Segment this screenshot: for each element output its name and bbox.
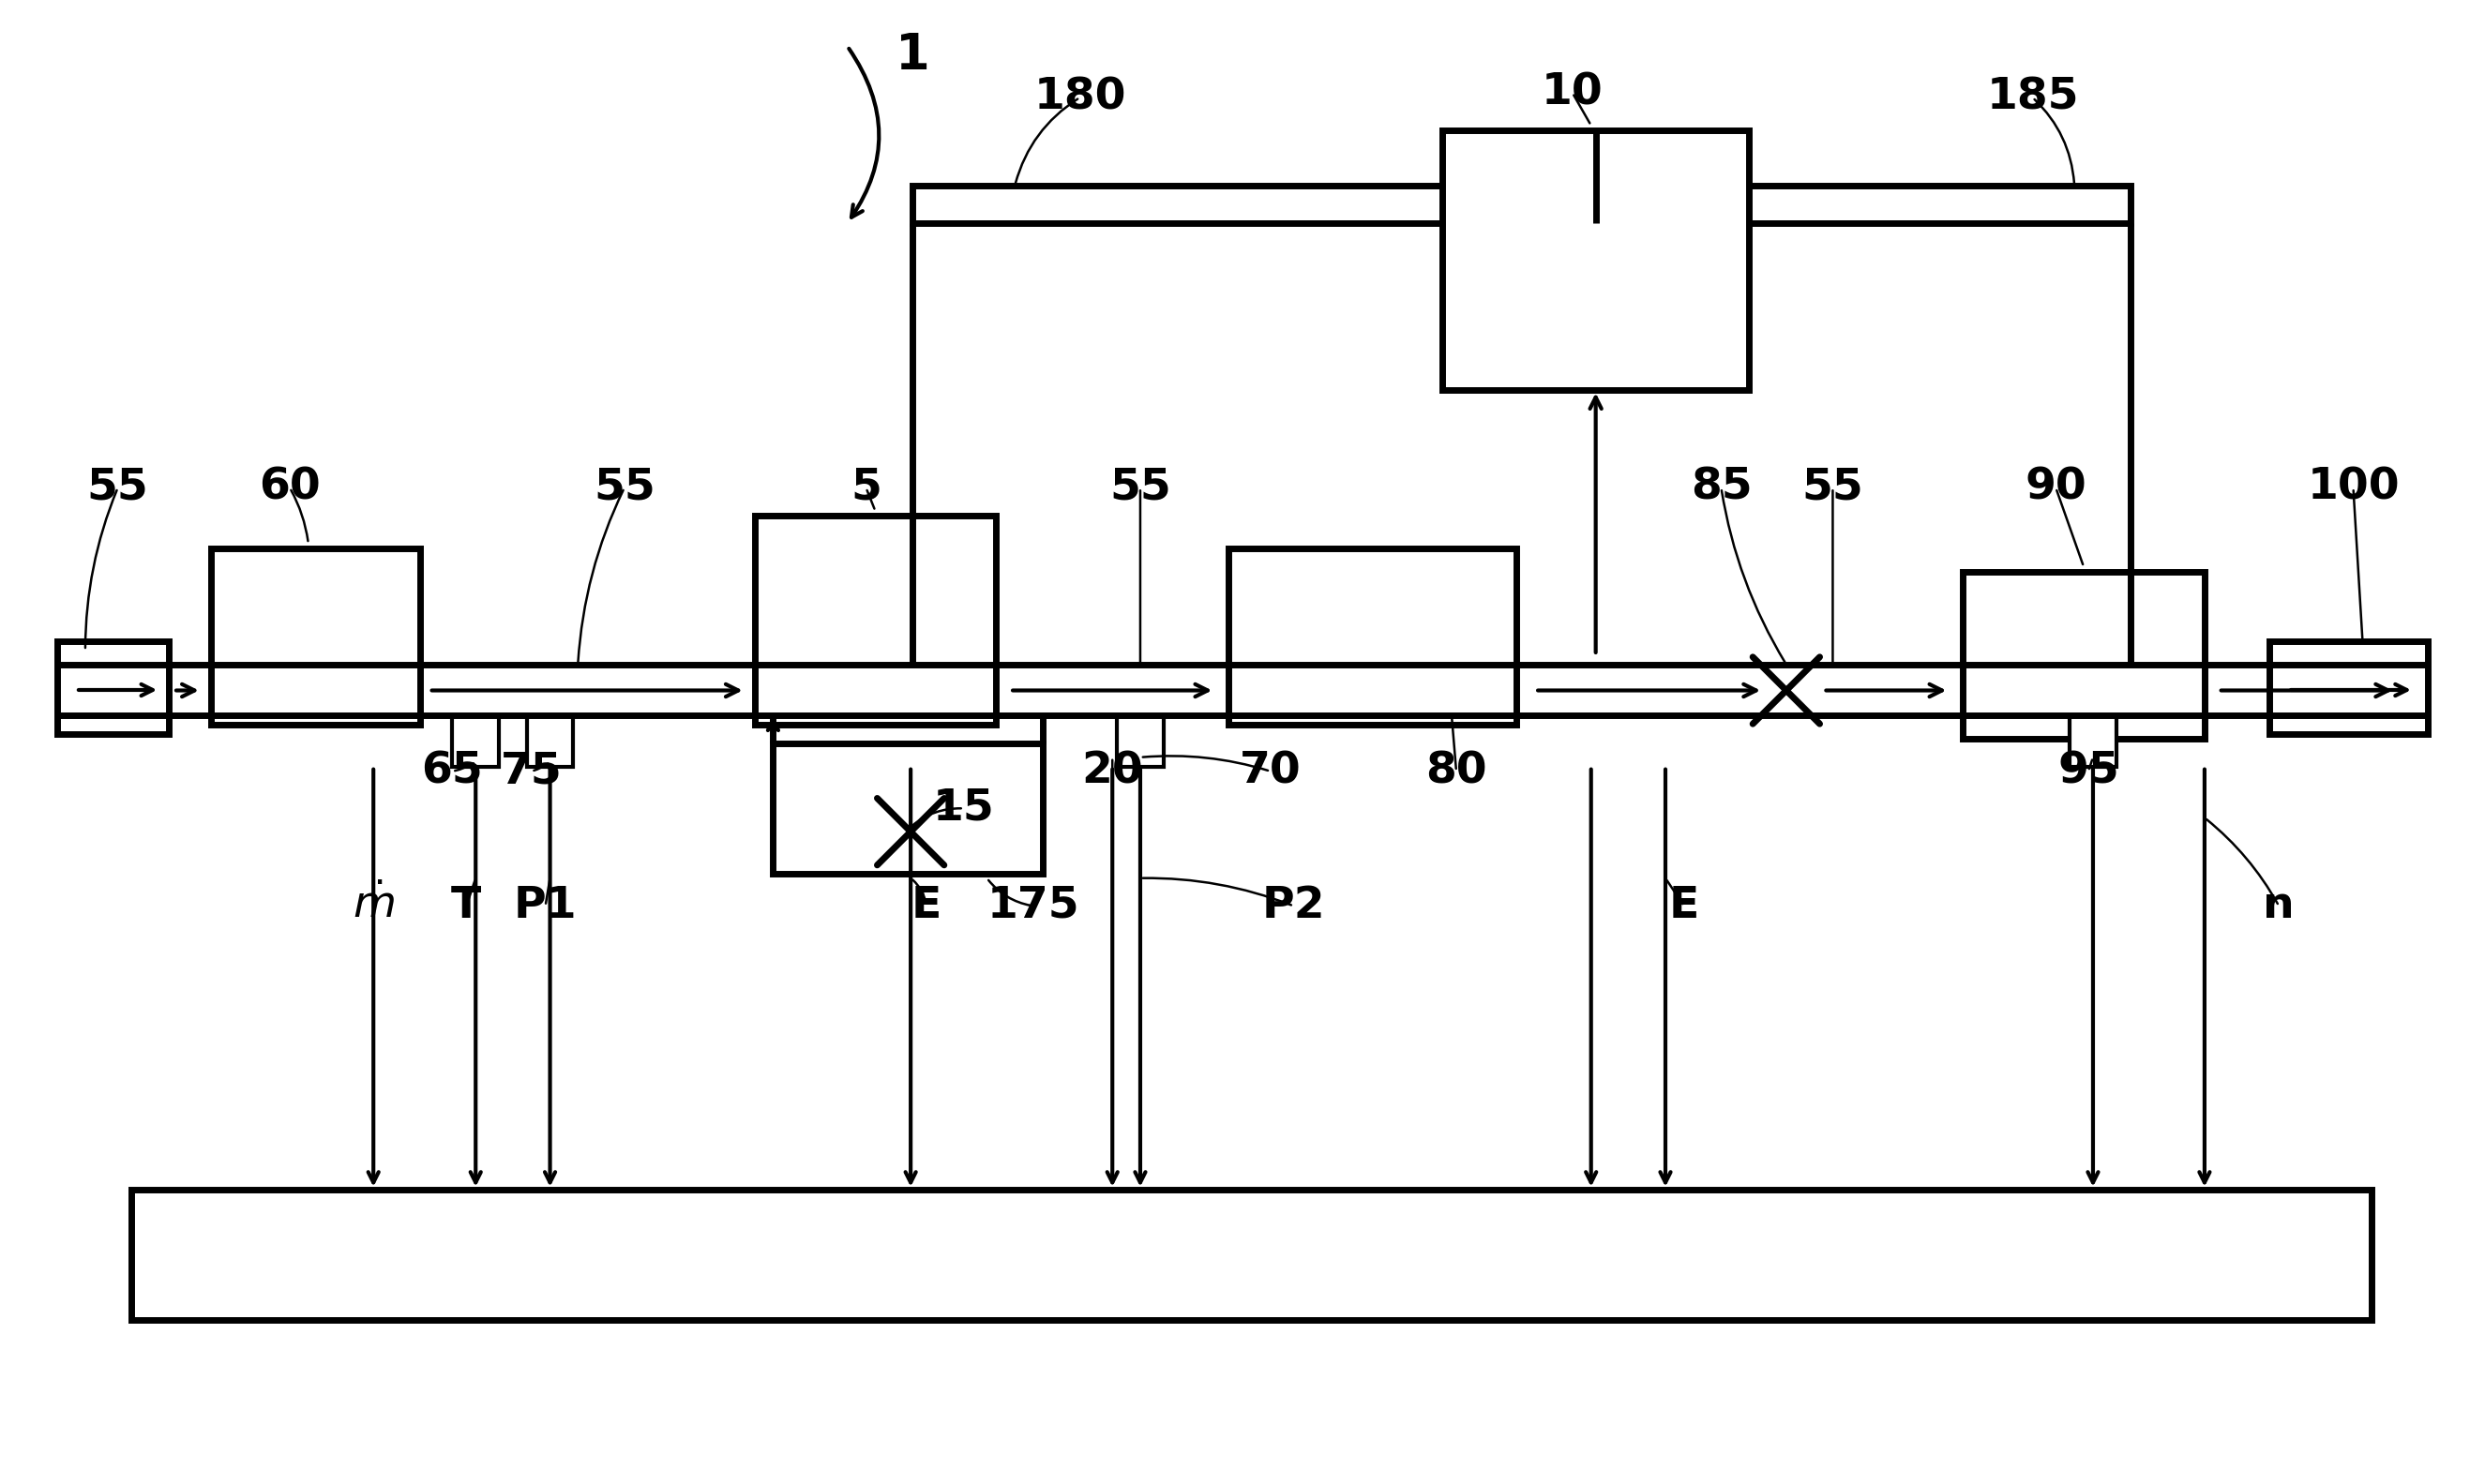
Text: 55: 55 xyxy=(1802,467,1864,509)
Text: 5: 5 xyxy=(850,467,882,509)
Text: $\dot{m}$: $\dot{m}$ xyxy=(353,884,395,928)
Text: 70: 70 xyxy=(1240,751,1302,792)
Bar xyxy=(211,548,420,724)
Bar xyxy=(1963,571,2204,739)
Text: 55: 55 xyxy=(1108,467,1170,509)
Bar xyxy=(1441,131,1749,390)
Bar xyxy=(132,1190,2371,1319)
Text: 90: 90 xyxy=(2025,467,2087,509)
Text: P2: P2 xyxy=(1262,884,1325,928)
Bar xyxy=(912,186,2130,223)
Bar xyxy=(1228,548,1516,724)
Text: 185: 185 xyxy=(1986,77,2080,119)
Text: 1: 1 xyxy=(895,31,929,80)
Text: 180: 180 xyxy=(1034,77,1126,119)
Text: n: n xyxy=(2264,884,2294,928)
Text: 10: 10 xyxy=(1541,71,1603,114)
Text: E: E xyxy=(912,884,942,928)
Text: 175: 175 xyxy=(987,884,1078,928)
Text: E: E xyxy=(1670,884,1700,928)
Bar xyxy=(2070,715,2117,767)
Bar xyxy=(755,516,996,724)
Text: 75: 75 xyxy=(499,751,562,792)
Text: 85: 85 xyxy=(1690,467,1752,509)
Bar xyxy=(452,715,499,767)
Bar xyxy=(773,743,1044,874)
Text: 20: 20 xyxy=(1081,751,1143,792)
Bar xyxy=(527,715,574,767)
Bar xyxy=(2269,641,2428,735)
Text: 100: 100 xyxy=(2306,467,2401,509)
Text: 65: 65 xyxy=(422,751,482,792)
Text: 95: 95 xyxy=(2058,751,2120,792)
Text: P1: P1 xyxy=(514,884,577,928)
Text: 15: 15 xyxy=(932,788,994,830)
Text: 80: 80 xyxy=(1426,751,1486,792)
Text: T: T xyxy=(452,884,482,928)
Text: 55: 55 xyxy=(87,467,149,509)
Bar xyxy=(1118,715,1163,767)
Bar xyxy=(57,641,169,735)
Text: 60: 60 xyxy=(258,467,321,509)
Text: 55: 55 xyxy=(594,467,656,509)
